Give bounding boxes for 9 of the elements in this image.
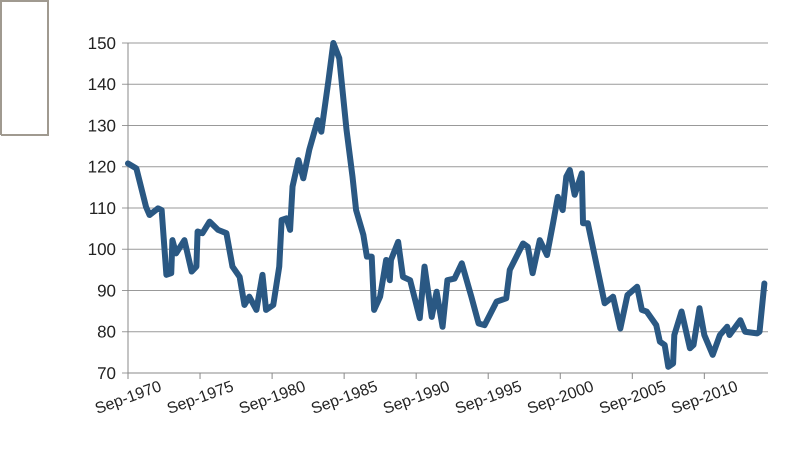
y-tick-label: 140 bbox=[88, 75, 116, 94]
y-tick-label: 110 bbox=[88, 198, 116, 218]
y-tick-label: 130 bbox=[88, 116, 116, 136]
y-tick-label: 90 bbox=[97, 281, 116, 300]
y-tick-label: 70 bbox=[97, 364, 116, 383]
y-tick-label: 120 bbox=[88, 158, 116, 177]
y-tick-label: 100 bbox=[88, 240, 116, 260]
y-tick-label: 150 bbox=[88, 34, 116, 53]
y-tick-label: 80 bbox=[97, 322, 116, 342]
